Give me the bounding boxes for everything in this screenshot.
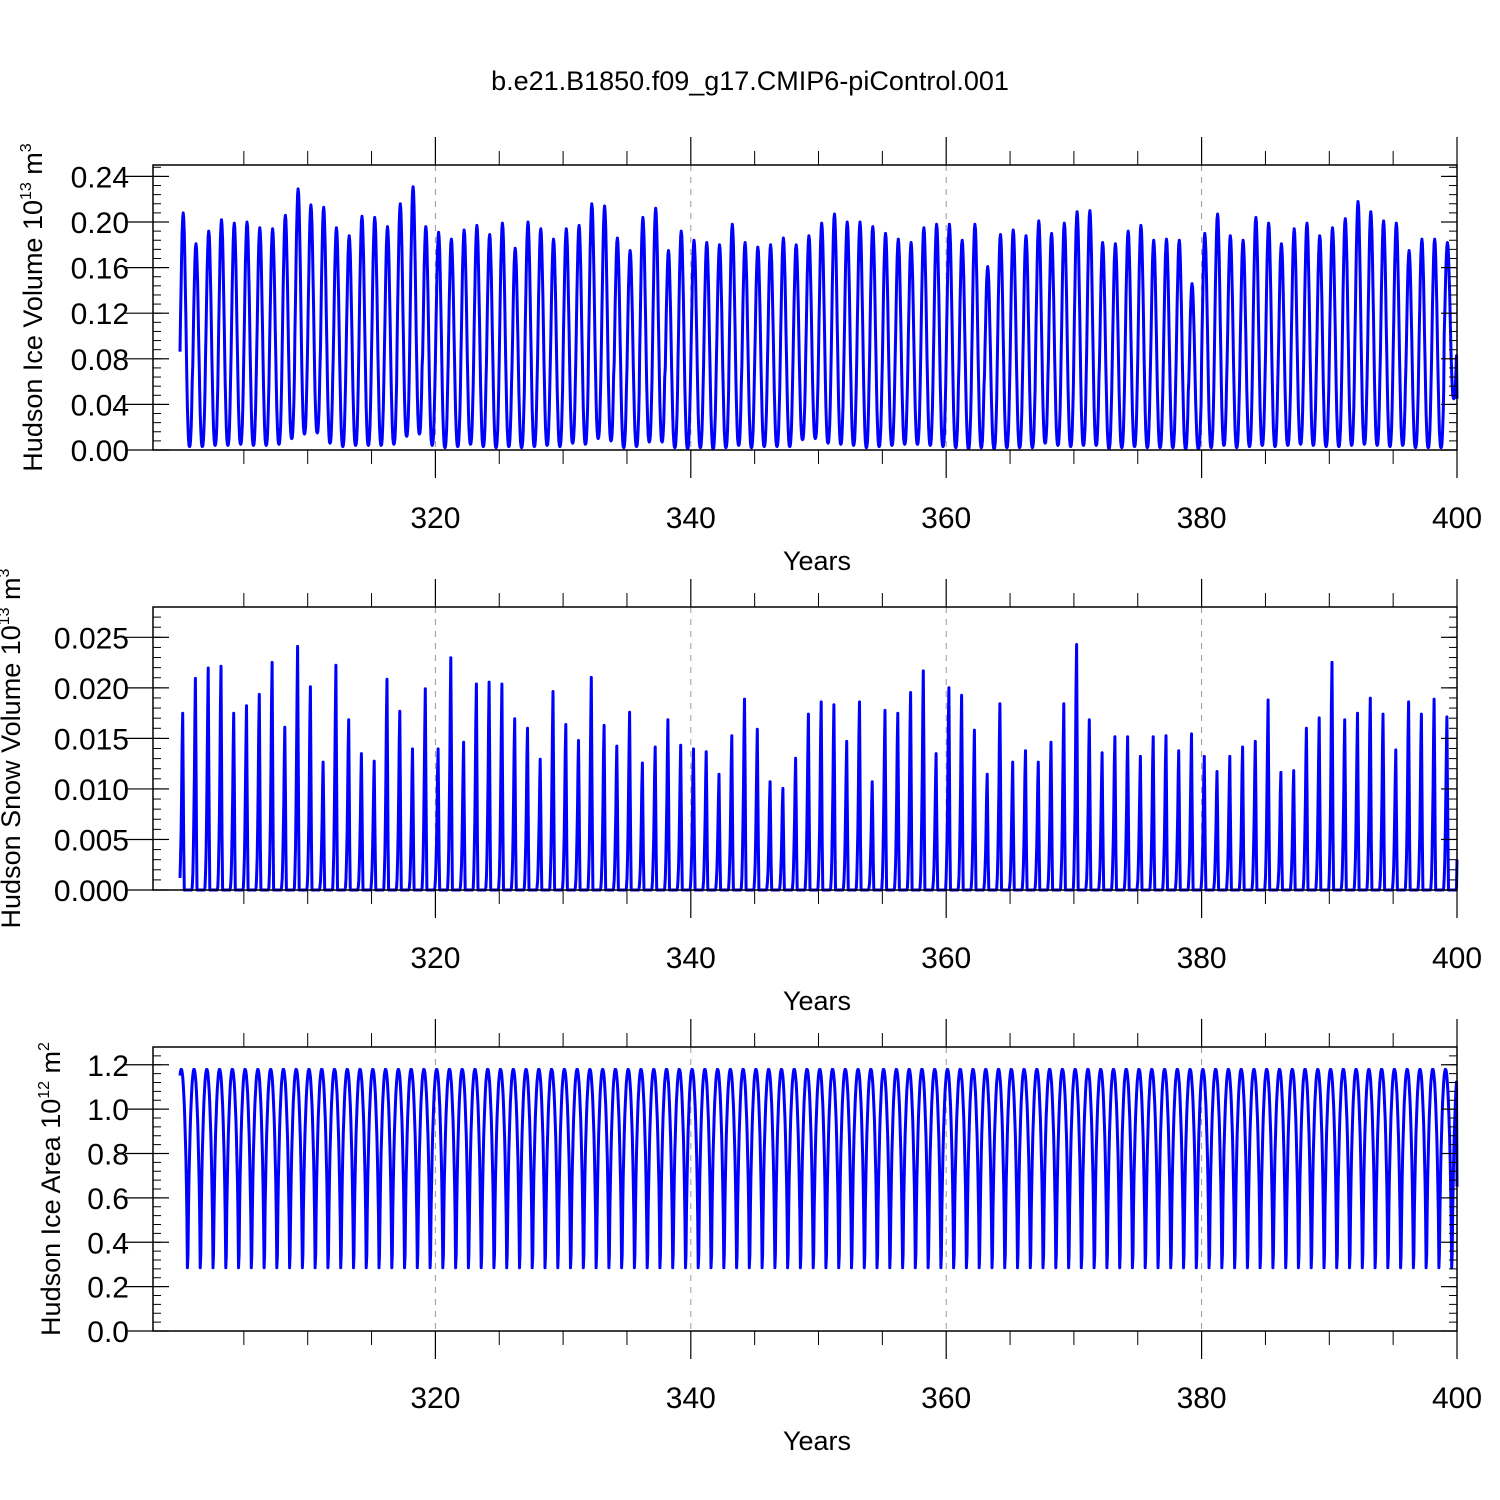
y-axis-label: Hudson Snow Volume 1013 m3 bbox=[0, 568, 26, 928]
y-tick-label: 0.08 bbox=[71, 344, 129, 377]
y-tick-label: 0.16 bbox=[71, 253, 129, 286]
x-tick-label: 320 bbox=[410, 942, 460, 975]
y-axis-label: Hudson Ice Area 1012 m2 bbox=[36, 1042, 66, 1336]
chart-title: b.e21.B1850.f09_g17.CMIP6-piControl.001 bbox=[491, 66, 1009, 96]
y-tick-label: 0.12 bbox=[71, 298, 129, 331]
x-tick-label: 340 bbox=[666, 1382, 716, 1415]
series-line bbox=[178, 1067, 1459, 1270]
x-axis-label: Years bbox=[783, 986, 851, 1016]
x-tick-label: 400 bbox=[1432, 502, 1482, 535]
x-tick-label: 400 bbox=[1432, 942, 1482, 975]
y-tick-label: 0.00 bbox=[71, 435, 129, 468]
x-tick-label: 340 bbox=[666, 502, 716, 535]
series-line bbox=[178, 185, 1459, 451]
x-axis-label: Years bbox=[783, 546, 851, 576]
y-tick-label: 0.000 bbox=[54, 875, 129, 908]
y-tick-label: 0.015 bbox=[54, 723, 129, 756]
x-tick-label: 360 bbox=[921, 1382, 971, 1415]
x-tick-label: 320 bbox=[410, 502, 460, 535]
panel-3: 0.0 0.2 0.4 0.6 0.8 1.0 1.2 320 340 360 380 400 Year… bbox=[36, 1019, 1482, 1456]
y-tick-label: 0.4 bbox=[87, 1227, 129, 1260]
x-tick-label: 400 bbox=[1432, 1382, 1482, 1415]
x-tick-label: 340 bbox=[666, 942, 716, 975]
y-tick-label: 0.0 bbox=[87, 1316, 129, 1349]
series-line bbox=[178, 643, 1459, 892]
panel-1: 0.00 0.04 0.08 0.12 0.16 0.20 0.24 320 340 360 380… bbox=[18, 137, 1482, 576]
x-tick-label: 360 bbox=[921, 942, 971, 975]
plot-frame bbox=[152, 164, 1458, 451]
x-tick-label: 380 bbox=[1177, 1382, 1227, 1415]
y-tick-label: 0.24 bbox=[71, 161, 129, 194]
y-tick-label: 0.8 bbox=[87, 1139, 129, 1172]
y-tick-label: 0.2 bbox=[87, 1272, 129, 1305]
x-tick-label: 320 bbox=[410, 1382, 460, 1415]
x-tick-label: 380 bbox=[1177, 942, 1227, 975]
y-axis-label: Hudson Ice Volume 1013 m3 bbox=[18, 143, 48, 471]
x-tick-label: 380 bbox=[1177, 502, 1227, 535]
y-tick-label: 1.0 bbox=[87, 1094, 129, 1127]
x-axis-label: Years bbox=[783, 1426, 851, 1456]
y-tick-label: 0.20 bbox=[71, 207, 129, 240]
y-tick-label: 0.020 bbox=[54, 673, 129, 706]
x-tick-label: 360 bbox=[921, 502, 971, 535]
y-tick-label: 0.025 bbox=[54, 622, 129, 655]
y-tick-label: 0.04 bbox=[71, 389, 129, 422]
y-tick-label: 0.005 bbox=[54, 824, 129, 857]
panel-2: 0.000 0.005 0.010 0.015 0.020 0.025 320 340 360 3… bbox=[0, 568, 1482, 1016]
y-tick-label: 1.2 bbox=[87, 1050, 129, 1083]
y-tick-label: 0.010 bbox=[54, 774, 129, 807]
y-tick-label: 0.6 bbox=[87, 1183, 129, 1216]
